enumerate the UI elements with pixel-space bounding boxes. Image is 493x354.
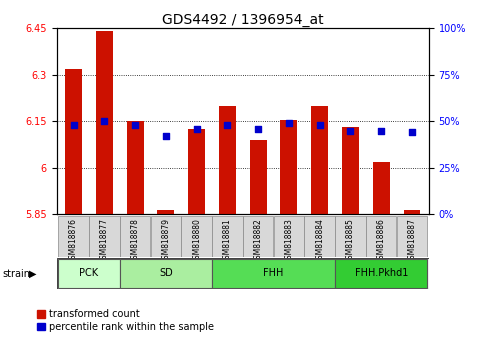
Bar (404, 210, 421, 214)
Bar (281, 120, 297, 214)
Bar (127, 121, 143, 214)
Point (408, 130, 416, 135)
Bar (120, 216, 150, 257)
Legend: transformed count, percentile rank within the sample: transformed count, percentile rank withi… (37, 309, 213, 332)
Bar (96, 32, 113, 214)
Text: GSM818877: GSM818877 (100, 218, 109, 264)
Bar (274, 216, 304, 257)
Text: GSM818878: GSM818878 (131, 218, 140, 264)
Title: GDS4492 / 1396954_at: GDS4492 / 1396954_at (162, 13, 323, 27)
Text: GSM818879: GSM818879 (161, 218, 171, 264)
Point (285, 120, 293, 126)
Point (193, 126, 201, 132)
Point (254, 126, 262, 132)
Bar (366, 216, 396, 257)
Bar (89, 216, 120, 257)
Point (162, 133, 170, 139)
Bar (335, 216, 366, 257)
Bar (151, 216, 181, 257)
Text: SD: SD (159, 268, 173, 279)
Bar (243, 216, 274, 257)
Text: GSM818876: GSM818876 (69, 218, 78, 264)
Bar (342, 127, 359, 214)
Text: FHH: FHH (263, 268, 284, 279)
Point (377, 128, 385, 133)
Text: PCK: PCK (79, 268, 99, 279)
Bar (65, 69, 82, 214)
Text: GSM818883: GSM818883 (284, 218, 293, 264)
Bar (250, 140, 267, 214)
Bar (212, 216, 243, 257)
Point (131, 122, 139, 128)
Text: ▶: ▶ (29, 269, 36, 279)
Bar (335, 259, 427, 288)
Bar (305, 216, 335, 257)
Text: GSM818882: GSM818882 (254, 218, 263, 264)
Point (101, 119, 108, 124)
Bar (120, 259, 212, 288)
Bar (397, 216, 427, 257)
Text: GSM818887: GSM818887 (408, 218, 417, 264)
Text: FHH.Pkhd1: FHH.Pkhd1 (354, 268, 408, 279)
Text: GSM818884: GSM818884 (315, 218, 324, 264)
Bar (311, 106, 328, 214)
Bar (157, 210, 175, 214)
Text: GSM818886: GSM818886 (377, 218, 386, 264)
Point (316, 122, 323, 128)
Text: GSM818880: GSM818880 (192, 218, 201, 264)
Point (347, 128, 354, 133)
Bar (58, 259, 120, 288)
Bar (212, 259, 335, 288)
Text: GSM818885: GSM818885 (346, 218, 355, 264)
Text: GSM818881: GSM818881 (223, 218, 232, 264)
Point (223, 122, 231, 128)
Bar (373, 161, 389, 214)
Bar (58, 216, 89, 257)
Text: strain: strain (2, 269, 31, 279)
Bar (219, 106, 236, 214)
Bar (181, 216, 212, 257)
Bar (188, 129, 205, 214)
Point (70, 122, 77, 128)
